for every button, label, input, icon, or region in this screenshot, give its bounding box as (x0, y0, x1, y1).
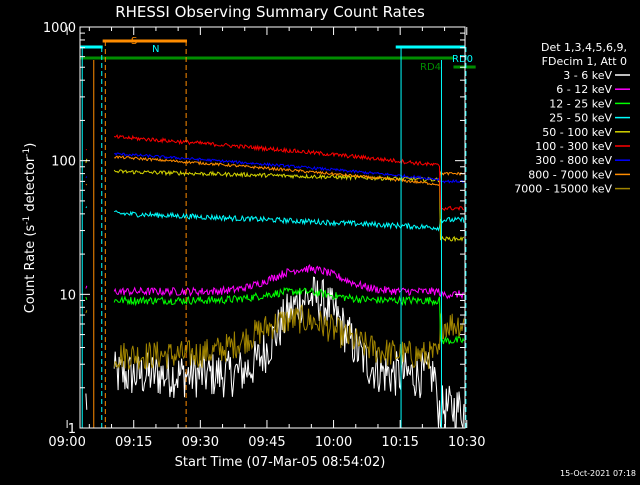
y-axis-label: Count Rate (s-1 detector-1) (22, 143, 38, 314)
x-tick-label-5: 10:15 (381, 435, 418, 450)
legend-entry-3: 25 - 50 keV (549, 112, 612, 125)
x-tick-label-1: 09:15 (115, 435, 152, 450)
legend-entry-1: 6 - 12 keV (556, 83, 612, 96)
flag-label-rd0: RD0 (452, 54, 473, 65)
x-tick-label-3: 09:45 (248, 435, 285, 450)
x-tick-label-2: 09:30 (182, 435, 219, 450)
flag-label-s: S (131, 36, 137, 47)
x-tick-label-0: 09:00 (48, 435, 85, 450)
legend-header-1: Det 1,3,4,5,6,9, (541, 41, 627, 54)
y-tick-label-2: 100 (51, 155, 76, 170)
legend-entry-2: 12 - 25 keV (549, 97, 612, 110)
legend-entry-5: 100 - 300 keV (535, 140, 612, 153)
legend-entry-8: 7000 - 15000 keV (514, 183, 612, 196)
y-tick-label-0: 1 (68, 422, 76, 437)
chart-title: RHESSI Observing Summary Count Rates (115, 3, 425, 21)
legend-entry-4: 50 - 100 keV (542, 126, 612, 139)
legend-entry-6: 300 - 800 keV (535, 154, 612, 167)
flag-label-rd4: RD4 (420, 62, 441, 73)
timestamp: 15-Oct-2021 07:18 (560, 469, 636, 478)
legend-entry-0: 3 - 6 keV (563, 69, 612, 82)
x-tick-label-6: 10:30 (448, 435, 485, 450)
x-tick-label-4: 10:00 (315, 435, 352, 450)
y-tick-label-3: 1000 (43, 21, 76, 36)
flag-label-n: N (152, 44, 159, 55)
y-tick-label-1: 10 (59, 288, 76, 303)
series-line-800-7000kev (86, 184, 87, 185)
legend-header-2: FDecim 1, Att 0 (542, 55, 627, 68)
x-axis-label: Start Time (07-Mar-05 08:54:02) (175, 455, 386, 470)
legend-entry-7: 800 - 7000 keV (528, 168, 612, 181)
